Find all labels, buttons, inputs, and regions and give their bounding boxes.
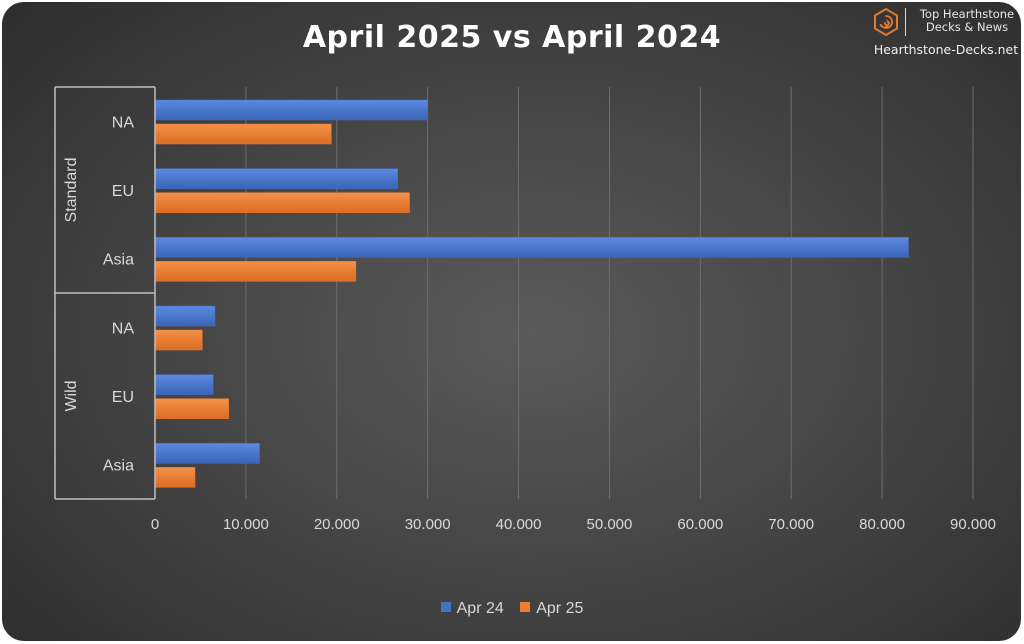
bar-apr-24 [154, 168, 398, 189]
bar-apr-25 [154, 261, 357, 282]
x-tick-label: 30.000 [405, 516, 451, 533]
bar-apr-25 [154, 467, 196, 488]
x-tick-label: 20.000 [314, 516, 360, 533]
bar-apr-24 [154, 443, 260, 464]
bar-apr-24 [154, 305, 216, 327]
x-tick-label: 80.000 [859, 516, 905, 533]
bar-apr-24 [154, 374, 214, 395]
chart-title: April 2025 vs April 2024 [302, 20, 722, 55]
chart-legend: Apr 24 Apr 25 [0, 600, 1024, 618]
legend-label-apr-25: Apr 25 [536, 600, 584, 617]
x-tick-label: 0 [151, 516, 159, 533]
brand-site-name: Hearthstone-Decks.net [873, 42, 1019, 57]
x-tick-label: 70.000 [768, 516, 814, 533]
x-tick-label: 50.000 [586, 516, 632, 533]
brand-divider [905, 8, 906, 36]
group-label-wild: Wild [63, 380, 80, 411]
category-label: EU [112, 389, 134, 406]
bar-apr-25 [154, 398, 229, 419]
bar-apr-25 [154, 192, 410, 213]
legend-label-apr-24: Apr 24 [456, 600, 504, 617]
bar-apr-25 [154, 329, 203, 351]
brand-tagline-line1: Top Hearthstone [919, 7, 1015, 21]
bar-apr-24 [154, 237, 909, 258]
brand-badge[interactable]: Top Hearthstone Decks & News Hearthstone… [872, 6, 1020, 62]
x-tick-label: 60.000 [677, 516, 723, 533]
category-label: NA [112, 114, 135, 131]
legend-swatch-apr-25 [520, 602, 531, 612]
group-label-standard: Standard [63, 158, 80, 223]
legend-item-apr-25: Apr 25 [520, 600, 583, 618]
category-label: Asia [103, 252, 134, 269]
category-label: NA [112, 320, 135, 337]
hexagon-swirl-logo-icon [874, 8, 898, 36]
x-tick-label: 90.000 [950, 516, 996, 533]
x-tick-label: 10.000 [223, 516, 269, 533]
brand-tagline-line2: Decks & News [925, 20, 1009, 34]
category-label: Asia [103, 458, 134, 475]
bar-apr-25 [154, 123, 332, 145]
category-label: EU [112, 183, 134, 200]
legend-swatch-apr-24 [440, 602, 451, 612]
x-tick-label: 40.000 [496, 516, 542, 533]
bar-apr-24 [154, 99, 428, 121]
legend-item-apr-24: Apr 24 [440, 600, 504, 618]
